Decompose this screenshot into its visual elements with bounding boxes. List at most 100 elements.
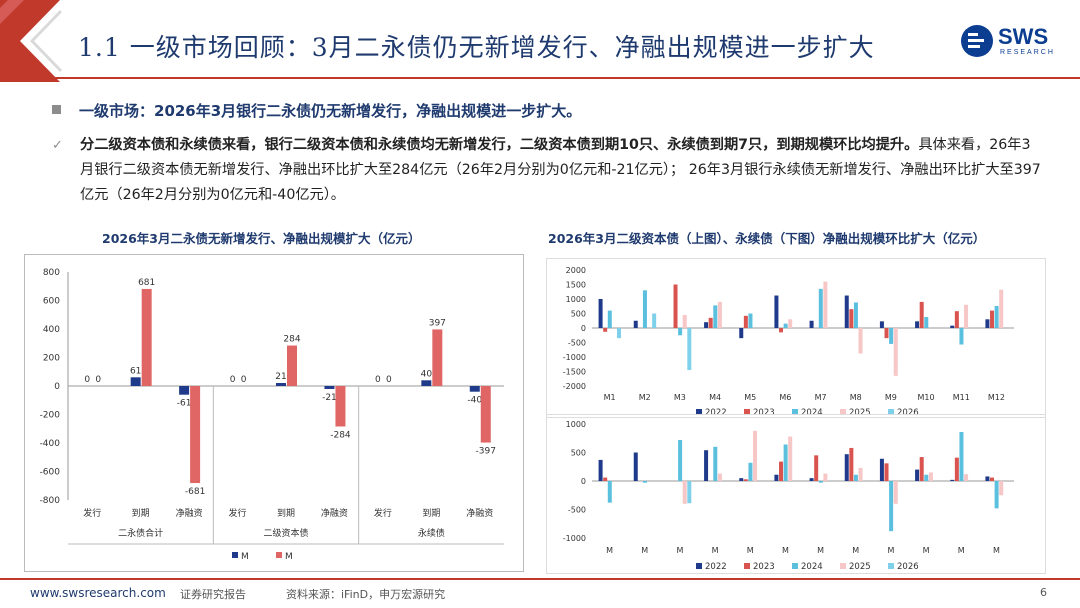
bullet-secondary-text: 具体来看，26年3月银行二级资本债无新增发行、净融出环比扩大至284亿元（26年… bbox=[80, 137, 1041, 203]
bar bbox=[704, 322, 709, 328]
bar bbox=[616, 328, 621, 339]
bar bbox=[809, 478, 814, 481]
bar bbox=[788, 319, 793, 328]
legend-swatch bbox=[744, 563, 750, 569]
bar bbox=[717, 473, 722, 481]
bar bbox=[687, 481, 692, 504]
bar bbox=[924, 474, 929, 481]
data-label: 0 bbox=[84, 375, 90, 385]
data-label: 397 bbox=[429, 318, 446, 328]
bar bbox=[141, 288, 152, 386]
footer-report-label: 证券研究报告 bbox=[180, 588, 246, 601]
bar bbox=[682, 481, 687, 504]
legend-swatch bbox=[696, 409, 702, 415]
bar bbox=[814, 455, 819, 481]
legend-swatch bbox=[792, 563, 798, 569]
legend-label: 2024 bbox=[801, 408, 823, 418]
bar bbox=[990, 310, 995, 328]
x-tick-label: M bbox=[887, 546, 894, 555]
y-tick-label: -600 bbox=[40, 468, 61, 478]
data-label: -397 bbox=[476, 447, 496, 457]
bar bbox=[999, 289, 1004, 328]
bar bbox=[774, 295, 779, 328]
data-label: 61 bbox=[130, 366, 141, 376]
bar bbox=[739, 328, 744, 339]
x-tick-label: 净融资 bbox=[176, 507, 203, 519]
data-label: 0 bbox=[241, 375, 247, 385]
x-tick-label: 发行 bbox=[229, 507, 247, 519]
legend-swatch bbox=[840, 409, 846, 415]
bar bbox=[849, 447, 854, 481]
bar bbox=[324, 386, 335, 389]
y-tick-label: 800 bbox=[43, 268, 60, 278]
x-tick-label: M bbox=[817, 546, 824, 555]
bar bbox=[858, 328, 863, 354]
bar bbox=[783, 323, 788, 328]
y-tick-label: -500 bbox=[568, 339, 586, 348]
x-tick-label: M bbox=[782, 546, 789, 555]
bar bbox=[421, 380, 432, 386]
data-label: 681 bbox=[138, 278, 155, 288]
logo-subtext: RESEARCH bbox=[1000, 49, 1055, 56]
bar bbox=[713, 446, 718, 481]
y-tick-label: 400 bbox=[43, 325, 60, 335]
x-tick-label: M2 bbox=[639, 393, 651, 402]
y-tick-label: -400 bbox=[40, 439, 61, 449]
right-chart-title: 2026年3月二级资本债（上图）、永续债（下图）净融出规模环比扩大（亿元） bbox=[548, 231, 986, 246]
bar bbox=[823, 473, 828, 481]
x-tick-label: 净融资 bbox=[466, 507, 493, 519]
bullet-primary: 一级市场：2026年3月银行二永债仍无新增发行，净融出规模进一步扩大。 bbox=[52, 100, 581, 121]
legend-swatch bbox=[232, 552, 238, 558]
bar bbox=[809, 320, 814, 328]
bar bbox=[783, 444, 788, 481]
bar bbox=[994, 481, 999, 509]
bar bbox=[179, 386, 190, 395]
y-tick-label: -1000 bbox=[563, 353, 586, 362]
sws-logo: SWS RESEARCH bbox=[960, 22, 1060, 62]
bar bbox=[633, 452, 638, 481]
legend-label: 2023 bbox=[753, 562, 775, 572]
bar bbox=[743, 479, 748, 481]
x-tick-label: M1 bbox=[604, 393, 616, 402]
page-number: 6 bbox=[1040, 586, 1047, 599]
bullet-secondary-bold: 分二级资本债和永续债来看，银行二级资本债和永续债均无新增发行，二级资本债到期10… bbox=[80, 137, 919, 153]
y-tick-label: -200 bbox=[40, 411, 61, 421]
left-chart-title: 2026年3月二永债无新增发行、净融出规模扩大（亿元） bbox=[102, 231, 421, 246]
y-tick-label: 1000 bbox=[566, 420, 586, 429]
x-tick-label: M10 bbox=[918, 393, 935, 402]
x-tick-label: M bbox=[993, 546, 1000, 555]
bar bbox=[919, 457, 924, 481]
x-tick-label: M bbox=[923, 546, 930, 555]
bullet-secondary: ✓ 分二级资本债和永续债来看，银行二级资本债和永续债均无新增发行，二级资本债到期… bbox=[52, 133, 1042, 208]
x-tick-label: M bbox=[747, 546, 754, 555]
bar bbox=[607, 310, 612, 328]
data-label: 21 bbox=[275, 372, 286, 382]
bar bbox=[964, 304, 969, 328]
x-tick-label: M4 bbox=[709, 393, 721, 402]
bar bbox=[276, 383, 286, 386]
legend-label: 2026 bbox=[897, 562, 919, 572]
group-label: 二永债合计 bbox=[118, 527, 163, 539]
legend-swatch bbox=[792, 409, 798, 415]
footer-divider bbox=[0, 578, 1080, 580]
chart-frame bbox=[24, 254, 524, 572]
y-tick-label: -500 bbox=[568, 506, 586, 515]
bar bbox=[704, 450, 709, 481]
bar bbox=[190, 386, 201, 484]
x-tick-label: M bbox=[676, 546, 683, 555]
footer-url[interactable]: www.swsresearch.com bbox=[30, 586, 166, 600]
x-tick-label: M6 bbox=[779, 393, 791, 402]
x-tick-label: 发行 bbox=[374, 507, 392, 519]
bar bbox=[652, 313, 657, 328]
data-label: -284 bbox=[330, 430, 351, 440]
bar bbox=[717, 301, 722, 328]
group-label: 二级资本债 bbox=[263, 527, 308, 539]
bar bbox=[779, 328, 784, 333]
header-decoration bbox=[0, 0, 1080, 82]
x-tick-label: M8 bbox=[850, 393, 862, 402]
bar bbox=[335, 386, 346, 427]
data-label: 0 bbox=[95, 375, 101, 385]
y-tick-label: -1000 bbox=[563, 534, 586, 543]
x-tick-label: 到期 bbox=[277, 507, 295, 519]
